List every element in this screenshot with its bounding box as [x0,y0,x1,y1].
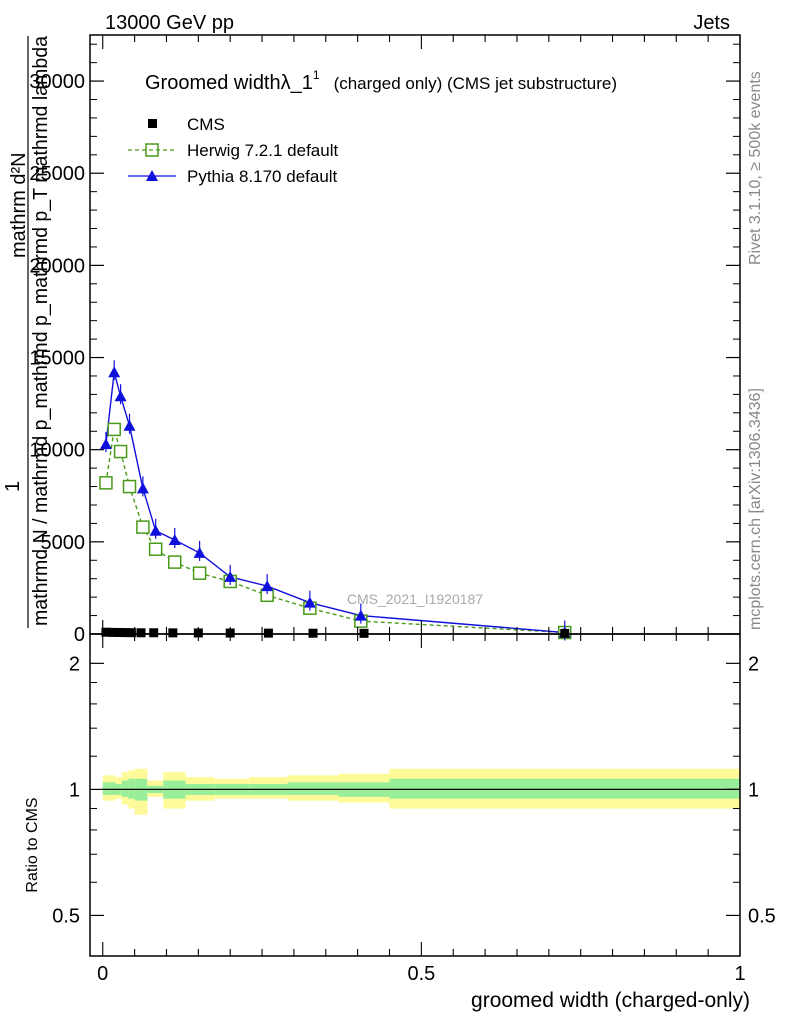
title-suffix: (charged only) (CMS jet substructure) [334,74,617,93]
cms-point [114,627,124,637]
ratio-band-inner [102,782,110,795]
herwig-point [136,520,150,534]
main-ytick-label: 5000 [41,532,86,554]
title-main: Groomed widthλ_1 [145,72,313,94]
cms-point [149,628,159,638]
ylabel-den: mathrmd N / mathrmd p_mathrmd p_mathrmd … [30,35,52,626]
ratio-band-inner [287,782,339,795]
xtick-label: 0 [97,963,108,985]
main-ytick-label: 25000 [29,163,85,185]
cms-point [120,628,130,638]
pythia-point [354,609,367,621]
cms-point [101,627,111,637]
main-ytick-label: 30000 [29,71,85,93]
herwig-point [122,479,137,494]
legend: CMS Herwig 7.2.1 default Pythia 8.170 de… [128,115,338,186]
analysis-watermark: CMS_2021_I1920187 [347,591,483,607]
pythia-point [123,419,136,431]
title-sup: 1 [313,68,320,82]
ratio-ytick-label: 0.5 [52,905,80,927]
ratio-ytick-label-right: 0.5 [748,905,776,927]
ratio-band-inner [109,782,116,795]
ratio-ytick-label: 1 [69,779,80,801]
main-ytick-label: 0 [74,624,85,646]
herwig-point [107,422,121,437]
cms-point [168,628,178,638]
cms-point [107,627,117,637]
pythia-point [108,366,121,378]
herwig-point [148,542,163,556]
mcplots-label: mcplots.cern.ch [arXiv:1306.3436] [747,388,764,630]
plot-title: Groomed widthλ_11 (charged only) (CMS jet… [145,68,617,94]
pythia-point [303,596,316,608]
axes: 0 5000 10000 15000 20000 25000 30000 0 0.5 1 0.5 0.… [29,35,776,985]
main-ytick-label: 10000 [29,440,85,462]
herwig-point [113,444,128,459]
legend-herwig-marker [145,143,159,157]
ylabel-num: 1 [2,481,24,492]
pythia-point [149,524,162,536]
pythia-point [224,570,237,582]
legend-cms-label: CMS [187,115,225,134]
rivet-label: Rivet 3.1.10, ≥ 500k events [747,71,764,265]
main-ytick-label: 20000 [29,255,85,277]
legend-pythia-marker [146,170,158,181]
header-right: Jets [693,12,730,34]
cms-point [126,628,136,638]
pythia-point [193,546,206,558]
main-plot-data [99,360,572,641]
legend-herwig-label: Herwig 7.2.1 default [187,141,338,160]
ratio-frame [89,633,741,957]
xlabel: groomed width (charged-only) [471,989,750,1012]
pythia-point [168,534,181,546]
ratio-band-inner [121,780,129,797]
cms-point [308,628,318,638]
ratio-band-inner [389,778,740,799]
ylabel-top: mathrm d²N [8,152,30,258]
pythia-point [114,390,127,402]
ratio-band-inner [128,778,135,799]
herwig-point [99,476,113,490]
herwig-point [168,555,182,569]
main-ytick-label: 15000 [29,348,85,370]
ratio-ytick-label-right: 2 [748,653,759,675]
xtick-label: 1 [734,963,745,985]
legend-cms-marker [148,119,157,128]
legend-pythia-label: Pythia 8.170 default [187,167,338,186]
pythia-point [99,438,112,450]
pythia-point [261,580,274,592]
ratio-plot [102,768,740,815]
main-ylabel: mathrm d²N 1 mathrmd N / mathrmd p_mathr… [2,35,52,628]
herwig-point [192,566,207,580]
ratio-ytick-label-right: 1 [748,779,759,801]
pythia-line [105,372,565,634]
xtick-label: 0.5 [407,963,435,985]
ratio-ytick-label: 2 [69,653,80,675]
pythia-point [136,482,149,494]
cms-point [136,628,146,638]
ratio-ylabel: Ratio to CMS [24,797,41,892]
cms-point [263,628,273,638]
header-left: 13000 GeV pp [105,12,234,34]
